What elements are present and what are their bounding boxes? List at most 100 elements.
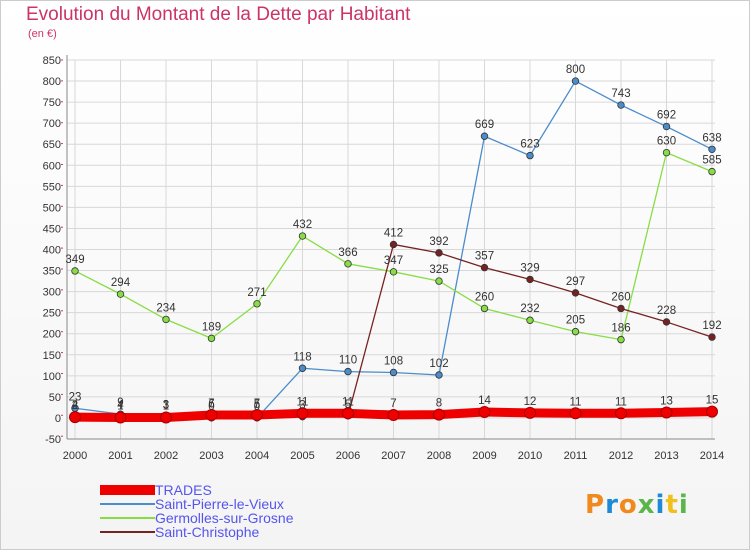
data-point	[660, 406, 673, 419]
data-point	[708, 145, 716, 153]
data-label: 260	[475, 291, 494, 303]
x-tick-label: 2011	[564, 450, 588, 462]
chart-title: Evolution du Montant de la Dette par Hab…	[26, 4, 411, 25]
data-label: 186	[611, 323, 630, 335]
data-label: 205	[566, 315, 585, 327]
x-tick-label: 2000	[63, 450, 87, 462]
data-label: 669	[475, 119, 494, 131]
y-tick-label: 850	[43, 55, 61, 67]
data-point	[162, 315, 170, 324]
y-tick-label: 650	[43, 139, 61, 151]
data-point	[298, 364, 307, 372]
y-tick-label: 150	[43, 350, 61, 362]
y-tick-label: 700	[43, 118, 61, 130]
data-label: 11	[570, 396, 582, 408]
y-tick-label: 750	[43, 97, 61, 109]
y-tick-label: 450	[43, 223, 61, 235]
data-point	[296, 407, 309, 420]
x-tick-label: 2008	[427, 450, 451, 462]
data-label: 630	[657, 136, 676, 148]
data-point	[571, 327, 580, 336]
data-point	[524, 406, 536, 419]
legend-label: Saint-Christophe	[155, 524, 259, 540]
data-point	[298, 232, 307, 240]
y-tick-label: 600	[43, 160, 61, 172]
x-tick-label: 2009	[472, 450, 496, 462]
data-label: 297	[566, 276, 585, 288]
data-point	[389, 240, 398, 249]
legend-label: Germolles-sur-Grosne	[155, 510, 294, 526]
data-label: 118	[293, 351, 311, 363]
x-tick-label: 2004	[245, 450, 269, 462]
data-point	[569, 407, 582, 420]
data-point	[435, 249, 443, 257]
data-point	[435, 371, 443, 379]
data-label: 0	[254, 401, 260, 413]
data-label: 585	[702, 155, 721, 167]
data-label: 7	[390, 398, 396, 410]
data-label: 11	[342, 396, 354, 408]
data-label: 325	[429, 264, 448, 276]
data-label: 1	[117, 401, 123, 413]
data-point	[662, 122, 671, 131]
data-point	[615, 407, 627, 420]
data-point	[389, 268, 398, 276]
x-tick-label: 2001	[108, 450, 132, 462]
data-label: 2	[72, 400, 78, 412]
data-label: 110	[339, 355, 357, 367]
data-point	[251, 408, 263, 421]
data-label: 412	[384, 227, 403, 239]
data-label: 5	[345, 399, 351, 411]
data-label: 14	[478, 395, 491, 407]
data-point	[480, 304, 489, 313]
data-point	[708, 333, 716, 341]
data-label: 15	[706, 395, 719, 407]
data-label: 228	[657, 305, 676, 317]
data-point	[389, 368, 398, 377]
y-tick-label: 100	[43, 371, 61, 383]
data-point	[205, 408, 218, 421]
data-point	[344, 367, 352, 376]
data-label: 638	[702, 132, 721, 144]
x-tick-label: 2010	[518, 450, 542, 462]
data-label: 13	[660, 395, 673, 407]
data-point	[114, 411, 127, 424]
proxiti-logo: Proxiti	[585, 490, 689, 520]
data-label: 8	[436, 398, 442, 410]
data-label: 3	[299, 400, 305, 412]
data-point	[708, 167, 716, 176]
data-point	[571, 77, 580, 85]
data-label: 9	[117, 397, 123, 409]
data-label: 392	[429, 236, 448, 248]
data-point	[571, 289, 580, 297]
data-label: 432	[293, 219, 312, 231]
data-label: 4	[72, 399, 79, 411]
data-point	[207, 334, 216, 343]
data-label: 3	[163, 400, 169, 412]
data-label: 7	[208, 398, 214, 410]
data-point	[342, 407, 354, 420]
x-tick-label: 2014	[700, 450, 724, 462]
data-point	[253, 300, 261, 308]
data-point	[617, 304, 625, 313]
data-label: 366	[338, 247, 357, 259]
data-point	[706, 405, 718, 418]
y-tick-label: 350	[43, 266, 61, 278]
data-label: 234	[156, 302, 176, 314]
x-tick-label: 2002	[154, 450, 178, 462]
data-point	[480, 263, 489, 272]
data-point	[433, 408, 445, 421]
data-label: 3	[163, 400, 169, 412]
data-label: 349	[65, 254, 84, 266]
data-point	[116, 290, 125, 298]
data-label: 232	[520, 303, 539, 315]
data-label: 260	[611, 291, 630, 303]
data-point	[69, 411, 81, 424]
data-label: 743	[611, 88, 630, 100]
data-label: 6	[208, 398, 214, 410]
data-point	[344, 260, 352, 268]
data-label: 623	[520, 139, 539, 151]
data-label: 5	[254, 399, 260, 411]
